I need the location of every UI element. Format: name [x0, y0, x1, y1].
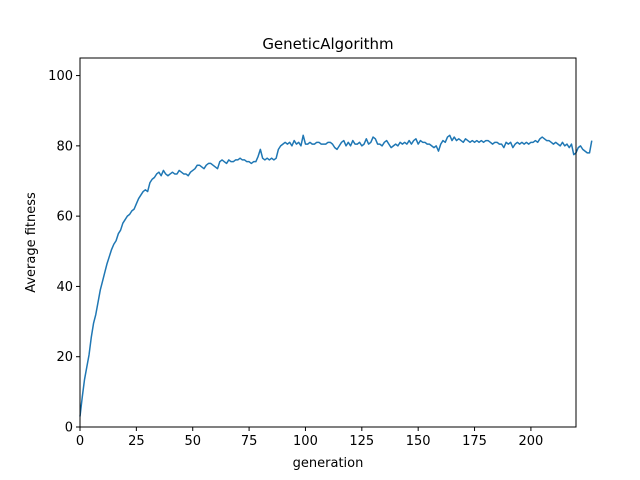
y-tick-label: 60	[56, 210, 73, 225]
plot-border	[79, 57, 577, 428]
y-tick-label: 20	[56, 350, 73, 365]
x-tick-label: 150	[406, 434, 431, 449]
x-tick-label: 25	[128, 434, 145, 449]
chart-title: GeneticAlgorithm	[262, 35, 393, 53]
x-tick-label: 50	[184, 434, 201, 449]
x-tick-label: 125	[349, 434, 374, 449]
x-tick-label: 0	[76, 434, 84, 449]
series-layer	[79, 134, 593, 417]
x-tick-label: 75	[241, 434, 258, 449]
y-tick-label: 40	[56, 280, 73, 295]
y-axis-label: Average fitness	[24, 192, 39, 293]
x-tick-label: 200	[518, 434, 543, 449]
x-axis-label: generation	[293, 456, 364, 471]
y-tick-label: 100	[48, 69, 73, 84]
plot-area	[80, 58, 576, 427]
x-tick-label: 100	[293, 434, 318, 449]
x-axis-ticks: 0 25 50 75 100 125 150 175 200	[76, 427, 543, 449]
average-fitness-line	[79, 134, 593, 417]
y-tick-label: 80	[56, 139, 73, 154]
y-tick-label: 0	[65, 421, 73, 436]
y-axis-ticks: 0 20 40 60 80 100	[48, 69, 80, 436]
x-tick-label: 175	[462, 434, 487, 449]
